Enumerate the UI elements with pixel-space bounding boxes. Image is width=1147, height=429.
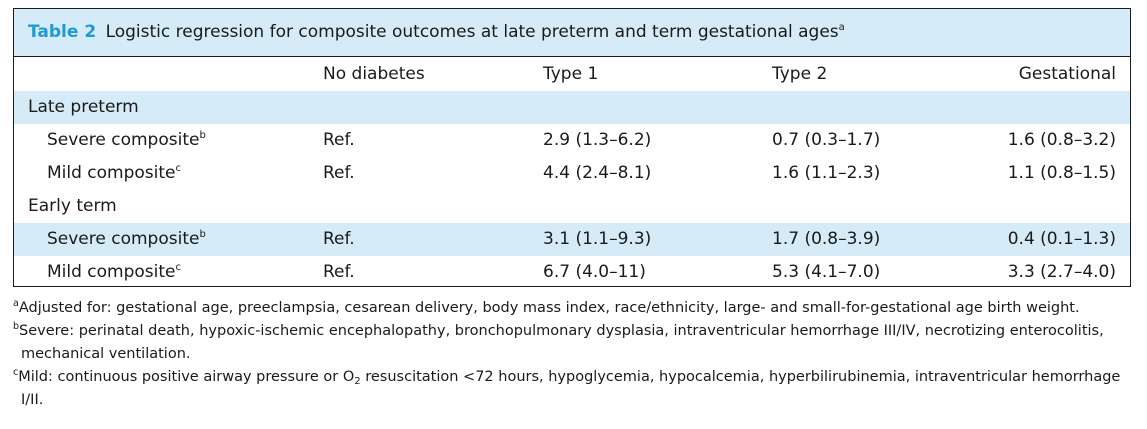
footnote-marker: b: [13, 321, 20, 332]
cell-no-diabetes: Ref.: [323, 262, 355, 282]
table-row: Severe compositeb Ref. 3.1 (1.1–9.3) 1.7…: [14, 223, 1130, 256]
data-table: Table 2 Logistic regression for composit…: [13, 8, 1131, 287]
cell-type-1: 2.9 (1.3–6.2): [543, 130, 652, 150]
cell-gestational: 1.6 (0.8–3.2): [1007, 130, 1116, 150]
cell-no-diabetes: Ref.: [323, 229, 355, 249]
footnote-marker: a: [13, 298, 19, 309]
row-label: Mild compositec: [47, 163, 182, 183]
row-label: Severe compositeb: [47, 229, 206, 249]
column-header-gestational: Gestational: [1018, 64, 1116, 84]
footnote-text-continued: resuscitation <72 hours, hypoglycemia, h…: [21, 369, 1121, 408]
column-header-row: No diabetes Type 1 Type 2 Gestational: [14, 57, 1130, 91]
cell-type-2: 1.6 (1.1–2.3): [772, 163, 881, 183]
group-label: Early term: [28, 196, 117, 216]
footnote-marker: b: [199, 130, 206, 141]
column-header-type-2: Type 2: [772, 64, 828, 84]
cell-no-diabetes: Ref.: [323, 130, 355, 150]
cell-type-1: 6.7 (4.0–11): [543, 262, 646, 282]
row-label: Severe compositeb: [47, 130, 206, 150]
table-row: Mild compositec Ref. 4.4 (2.4–8.1) 1.6 (…: [14, 157, 1130, 190]
table-caption: Table 2 Logistic regression for composit…: [14, 9, 1130, 57]
cell-gestational: 0.4 (0.1–1.3): [1007, 229, 1116, 249]
footnote-c: cMild: continuous positive airway pressu…: [13, 366, 1138, 412]
cell-type-1: 4.4 (2.4–8.1): [543, 163, 652, 183]
cell-gestational: 3.3 (2.7–4.0): [1007, 262, 1116, 282]
footnote-text: Adjusted for: gestational age, preeclamp…: [18, 300, 1080, 316]
title-footnote-marker: a: [838, 22, 845, 33]
cell-gestational: 1.1 (0.8–1.5): [1007, 163, 1116, 183]
column-header-no-diabetes: No diabetes: [323, 64, 425, 84]
subscript: 2: [354, 376, 361, 387]
cell-no-diabetes: Ref.: [323, 163, 355, 183]
group-header-row: Late preterm: [14, 91, 1130, 124]
footnote-a: aAdjusted for: gestational age, preeclam…: [13, 297, 1138, 320]
table-row: Severe compositeb Ref. 2.9 (1.3–6.2) 0.7…: [14, 124, 1130, 157]
footnote-marker: b: [199, 229, 206, 240]
row-label: Mild compositec: [47, 262, 182, 282]
table-footnotes: aAdjusted for: gestational age, preeclam…: [13, 297, 1138, 412]
footnote-marker: c: [13, 367, 19, 378]
footnote-b: bSevere: perinatal death, hypoxic-ischem…: [13, 320, 1138, 366]
table-title: Logistic regression for composite outcom…: [105, 22, 839, 42]
column-header-type-1: Type 1: [543, 64, 599, 84]
cell-type-1: 3.1 (1.1–9.3): [543, 229, 652, 249]
footnote-text: Severe: perinatal death, hypoxic-ischemi…: [19, 323, 1104, 362]
cell-type-2: 1.7 (0.8–3.9): [772, 229, 881, 249]
cell-type-2: 0.7 (0.3–1.7): [772, 130, 881, 150]
cell-type-2: 5.3 (4.1–7.0): [772, 262, 881, 282]
footnote-marker: c: [175, 163, 182, 174]
group-header-row: Early term: [14, 190, 1130, 223]
footnote-text: Mild: continuous positive airway pressur…: [18, 369, 355, 385]
group-label: Late preterm: [28, 97, 139, 117]
footnote-marker: c: [175, 262, 182, 273]
table-row: Mild compositec Ref. 6.7 (4.0–11) 5.3 (4…: [14, 256, 1130, 286]
table-label: Table 2: [28, 22, 97, 42]
